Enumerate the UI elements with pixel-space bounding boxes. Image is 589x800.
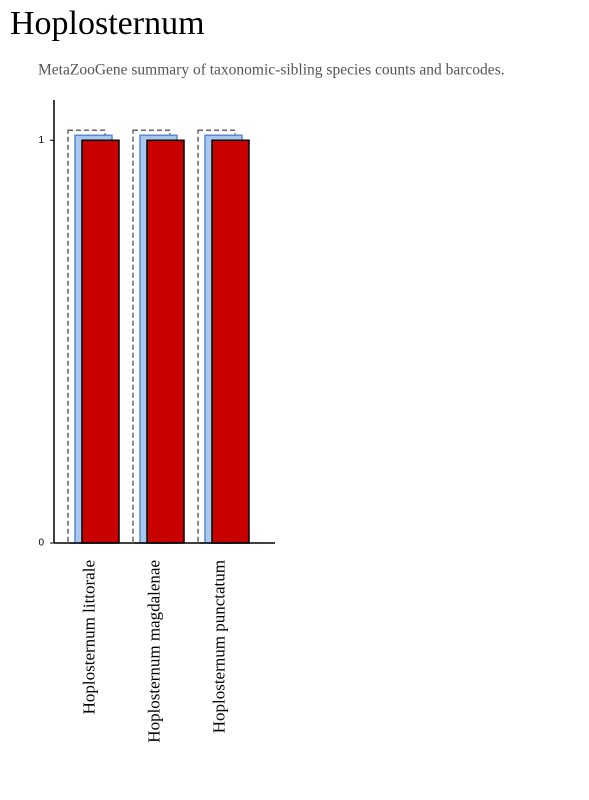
y-tick-label: 0 [38, 538, 44, 549]
y-tick-label: 1 [38, 135, 44, 146]
plot-area: 0 1 Hoplosternum littorale Hoplosternum mag… [38, 129, 250, 743]
chart-subtitle: MetaZooGene summary of taxonomic-sibling… [38, 62, 505, 79]
x-tick-label: Hoplosternum littorale [79, 560, 98, 714]
bar [81, 139, 120, 544]
bar [211, 139, 250, 544]
x-tick-label: Hoplosternum punctatum [209, 560, 228, 733]
chart-title: Hoplosternum [10, 5, 205, 42]
x-tick-label: Hoplosternum magdalenae [144, 560, 163, 743]
bar [146, 139, 185, 544]
